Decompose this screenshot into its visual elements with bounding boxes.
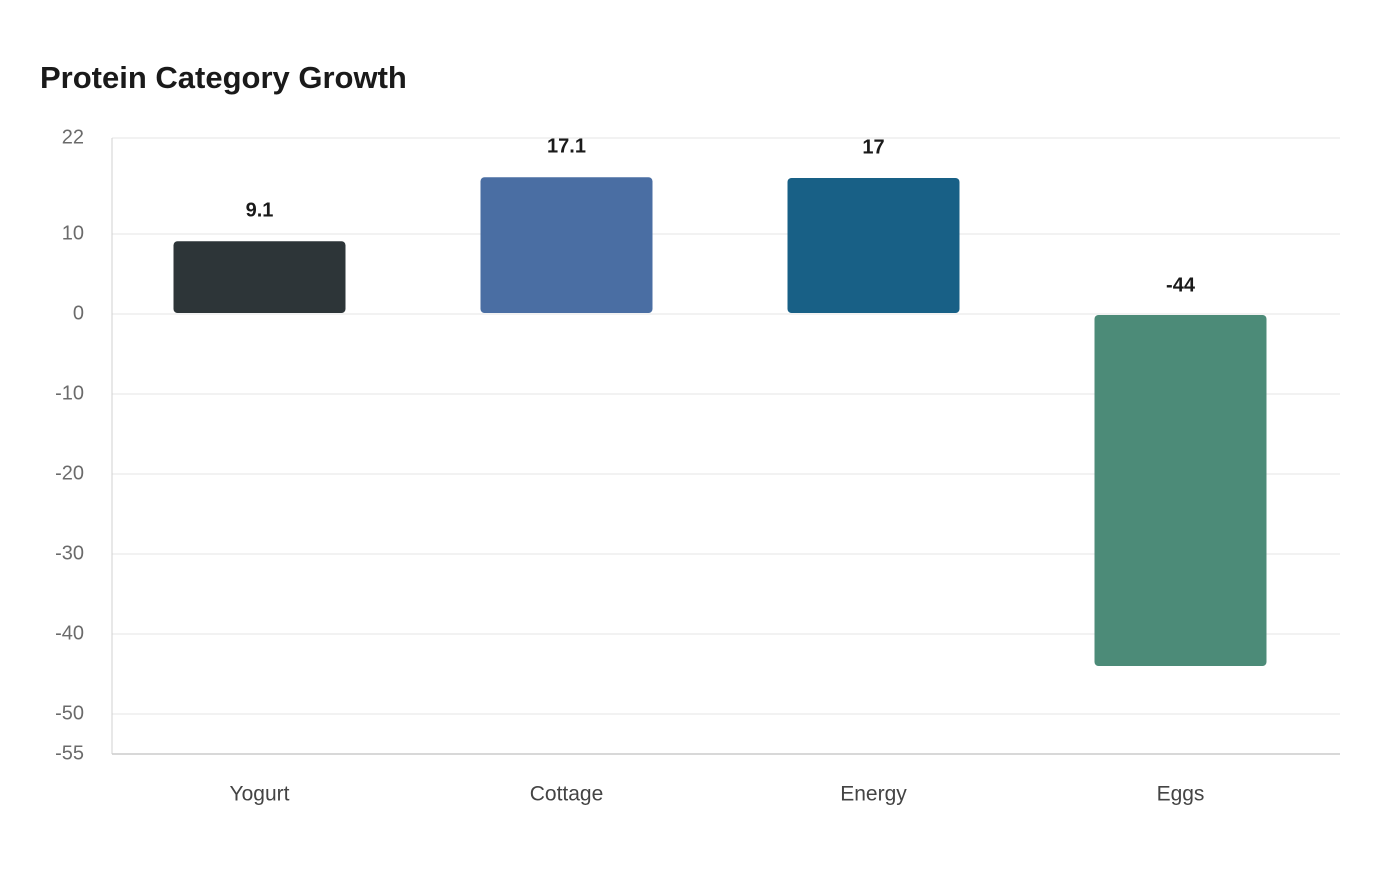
data-label: 17.1	[547, 135, 586, 157]
x-tick-label: Cottage	[530, 783, 604, 806]
y-tick-label: -50	[55, 702, 84, 724]
y-tick-label: -55	[55, 742, 84, 764]
labels: Yogurt 9.1 Cottage 17.1 Energy 17 Eggs -44	[230, 135, 1205, 805]
data-label: -44	[1166, 274, 1196, 296]
x-tick-label: Yogurt	[230, 783, 290, 806]
bar-energy[interactable]	[787, 178, 960, 313]
y-tick-label: 10	[62, 222, 84, 244]
y-tick-label: -40	[55, 622, 84, 644]
x-tick-label: Energy	[840, 783, 907, 806]
y-tick-label: -20	[55, 462, 84, 484]
axes: 22 10 0 -10 -20 -30 -40 -50 -55	[55, 126, 1340, 764]
bars	[173, 177, 1267, 666]
y-tick-label: -10	[55, 382, 84, 404]
bar-cottage[interactable]	[480, 177, 653, 313]
data-label: 9.1	[246, 199, 274, 221]
chart-title: Protein Category Growth	[40, 60, 407, 95]
bar-yogurt[interactable]	[173, 241, 346, 313]
data-label: 17	[862, 136, 884, 158]
y-tick-label: 0	[73, 302, 84, 324]
bar-eggs[interactable]	[1094, 315, 1267, 666]
x-tick-label: Eggs	[1157, 783, 1205, 806]
y-tick-label: -30	[55, 542, 84, 564]
y-tick-label: 22	[62, 126, 84, 148]
